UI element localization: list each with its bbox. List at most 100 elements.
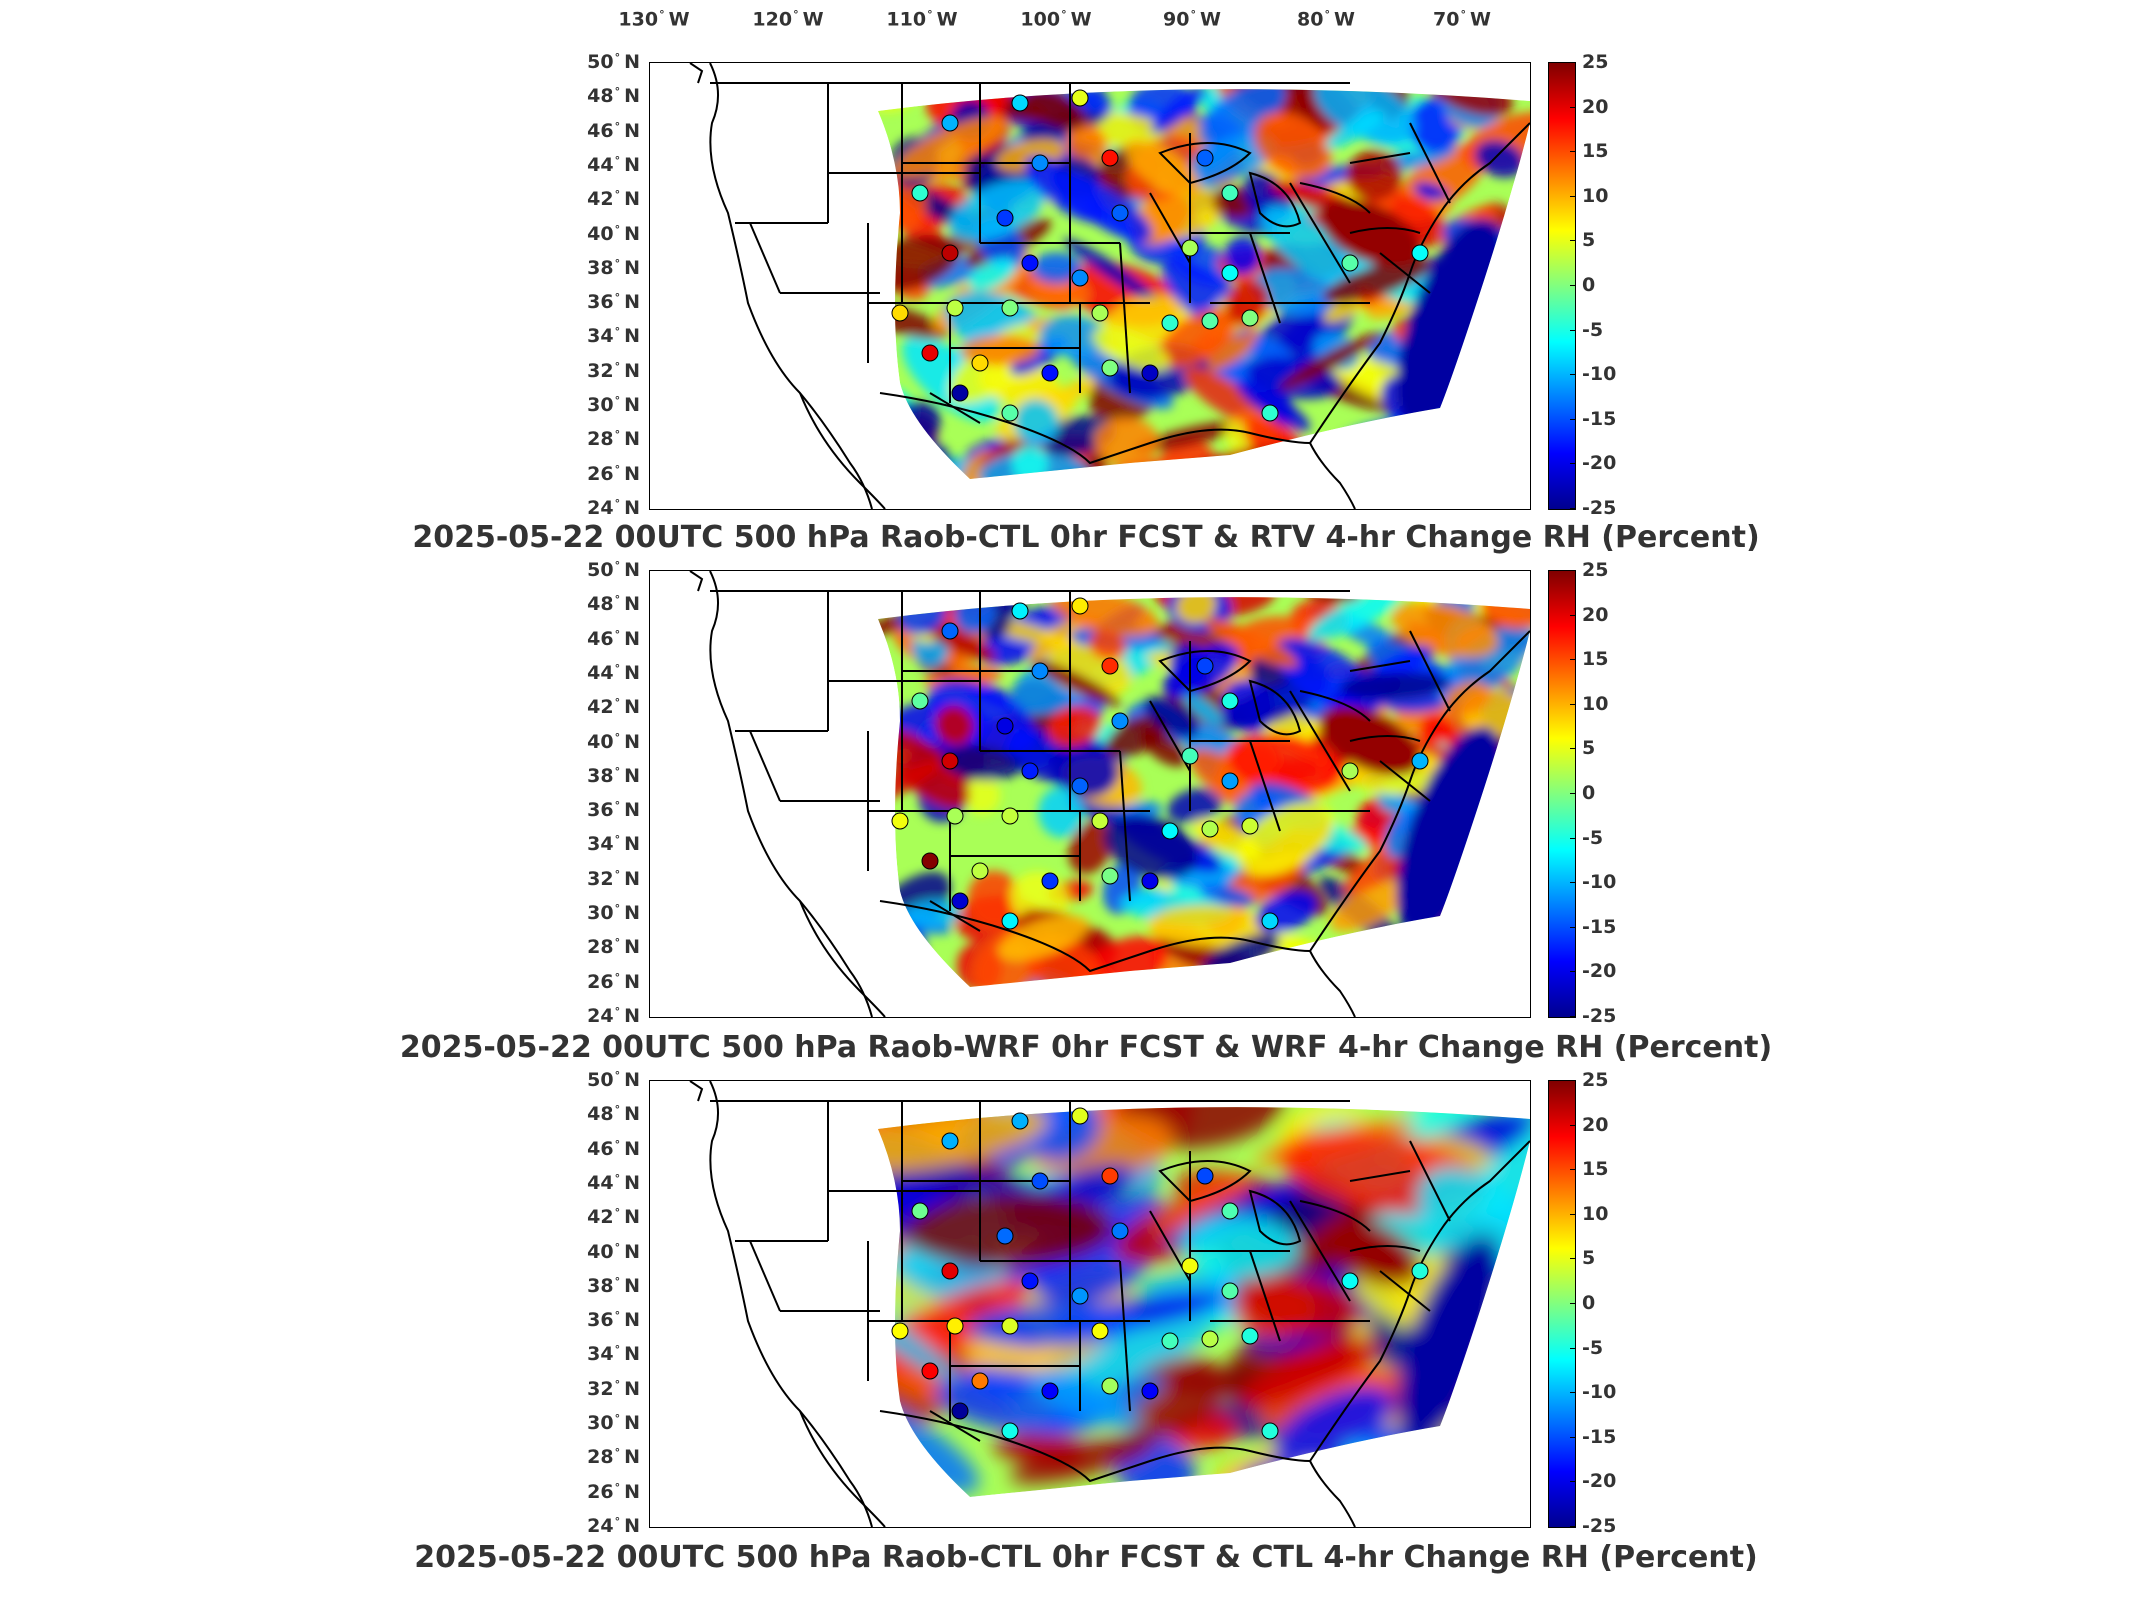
latitude-label: 34° N (587, 1343, 640, 1366)
raob-station-marker (1141, 364, 1159, 382)
raob-station-marker (1101, 657, 1119, 675)
colorbar-tick (1570, 374, 1575, 376)
latitude-label: 30° N (587, 901, 640, 925)
raob-station-marker (1261, 1422, 1279, 1440)
raob-station-marker (891, 812, 909, 830)
colorbar-tick-label: 15 (1582, 1158, 1609, 1181)
latitude-label: 44° N (587, 153, 640, 177)
raob-station-marker (1161, 822, 1179, 840)
raob-station-marker (946, 807, 964, 825)
raob-station-marker (1411, 1262, 1429, 1280)
colorbar-tick-label: -5 (1582, 826, 1604, 849)
colorbar-tick (1570, 1258, 1575, 1260)
panel-title: 2025-05-22 00UTC 500 hPa Raob-CTL 0hr FC… (414, 1540, 1758, 1575)
raob-station-marker (1201, 312, 1219, 330)
longitude-label: 110° W (886, 8, 958, 31)
colorbar-tick-label: 20 (1582, 1113, 1609, 1136)
colorbar-tick-label: 20 (1582, 603, 1609, 626)
latitude-label: 24° N (587, 496, 640, 520)
raob-station-marker (1341, 762, 1359, 780)
raob-stations (891, 89, 1429, 422)
latitude-label: 26° N (587, 1480, 640, 1503)
raob-station-marker (1031, 1172, 1049, 1190)
colorbar-tick-label: 0 (1582, 1292, 1596, 1314)
colorbar-tick (1570, 659, 1575, 661)
colorbar-tick (1570, 240, 1575, 242)
longitude-label: 130° W (618, 8, 690, 31)
raob-station-marker (1001, 1317, 1019, 1335)
latitude-label: 28° N (587, 428, 640, 451)
raob-station-marker (1221, 1202, 1239, 1220)
raob-station-marker (1101, 149, 1119, 167)
map-plot-area (649, 1080, 1531, 1528)
raob-station-marker (1091, 304, 1109, 322)
raob-station-marker (1111, 712, 1129, 730)
raob-station-marker (1341, 1272, 1359, 1290)
colorbar-tick (1570, 926, 1575, 928)
raob-station-marker (1141, 872, 1159, 890)
colorbar-tick-label: 10 (1582, 184, 1609, 207)
colorbar (1548, 1080, 1576, 1528)
raob-station-marker (996, 209, 1014, 227)
raob-station-marker (921, 344, 939, 362)
latitude-label: 36° N (587, 290, 640, 314)
raob-station-marker (1071, 1287, 1089, 1305)
raob-station-marker (1411, 752, 1429, 770)
raob-station-marker (891, 304, 909, 322)
rh-change-map (689, 63, 1530, 509)
longitude-label: 90° W (1163, 8, 1221, 31)
raob-station-marker (1101, 867, 1119, 885)
raob-station-marker (941, 752, 959, 770)
colorbar-tick-label: -20 (1582, 960, 1617, 983)
colorbar-tick (1570, 1347, 1575, 1349)
colorbar-tick (1570, 971, 1575, 973)
latitude-label: 34° N (587, 833, 640, 856)
rh-change-field (878, 89, 1530, 479)
latitude-label: 26° N (587, 970, 640, 993)
colorbar-tick-label: -10 (1582, 871, 1617, 894)
rh-change-field (878, 1107, 1530, 1497)
raob-station-marker (1021, 1272, 1039, 1290)
raob-station-marker (911, 692, 929, 710)
latitude-label: 40° N (587, 222, 640, 245)
map-plot-area (649, 570, 1531, 1018)
latitude-label: 42° N (587, 696, 640, 719)
colorbar-tick (1570, 1169, 1575, 1171)
raob-station-marker (951, 1402, 969, 1420)
latitude-label: 46° N (587, 1137, 640, 1160)
colorbar-tick-label: -25 (1582, 1005, 1617, 1027)
latitude-label: 34° N (587, 325, 640, 348)
colorbar-tick-label: 10 (1582, 692, 1609, 715)
raob-station-marker (1196, 149, 1214, 167)
raob-station-marker (891, 1322, 909, 1340)
raob-station-marker (1001, 299, 1019, 317)
raob-station-marker (1101, 359, 1119, 377)
latitude-label: 28° N (587, 1446, 640, 1469)
raob-station-marker (1241, 817, 1259, 835)
latitude-label: 38° N (587, 764, 640, 788)
raob-station-marker (941, 622, 959, 640)
latitude-label: 30° N (587, 1411, 640, 1435)
raob-station-marker (1041, 364, 1059, 382)
latitude-label: 50° N (587, 1068, 640, 1092)
raob-station-marker (911, 1202, 929, 1220)
latitude-label: 38° N (587, 256, 640, 280)
colorbar-tick (1570, 1436, 1575, 1438)
raob-station-marker (1001, 807, 1019, 825)
colorbar-tick-label: 5 (1582, 737, 1596, 760)
latitude-label: 30° N (587, 393, 640, 417)
raob-stations (891, 1107, 1429, 1440)
colorbar-tick (1570, 1303, 1575, 1304)
raob-station-marker (1196, 1167, 1214, 1185)
latitude-label: 36° N (587, 1308, 640, 1332)
raob-station-marker (1241, 309, 1259, 327)
raob-station-marker (941, 1262, 959, 1280)
latitude-label: 24° N (587, 1004, 640, 1028)
latitude-label: 32° N (587, 1377, 640, 1400)
raob-station-marker (1241, 1327, 1259, 1345)
raob-station-marker (1071, 597, 1089, 615)
colorbar-tick (1570, 1526, 1575, 1527)
latitude-label: 32° N (587, 867, 640, 890)
raob-station-marker (1221, 1282, 1239, 1300)
raob-station-marker (1201, 1330, 1219, 1348)
